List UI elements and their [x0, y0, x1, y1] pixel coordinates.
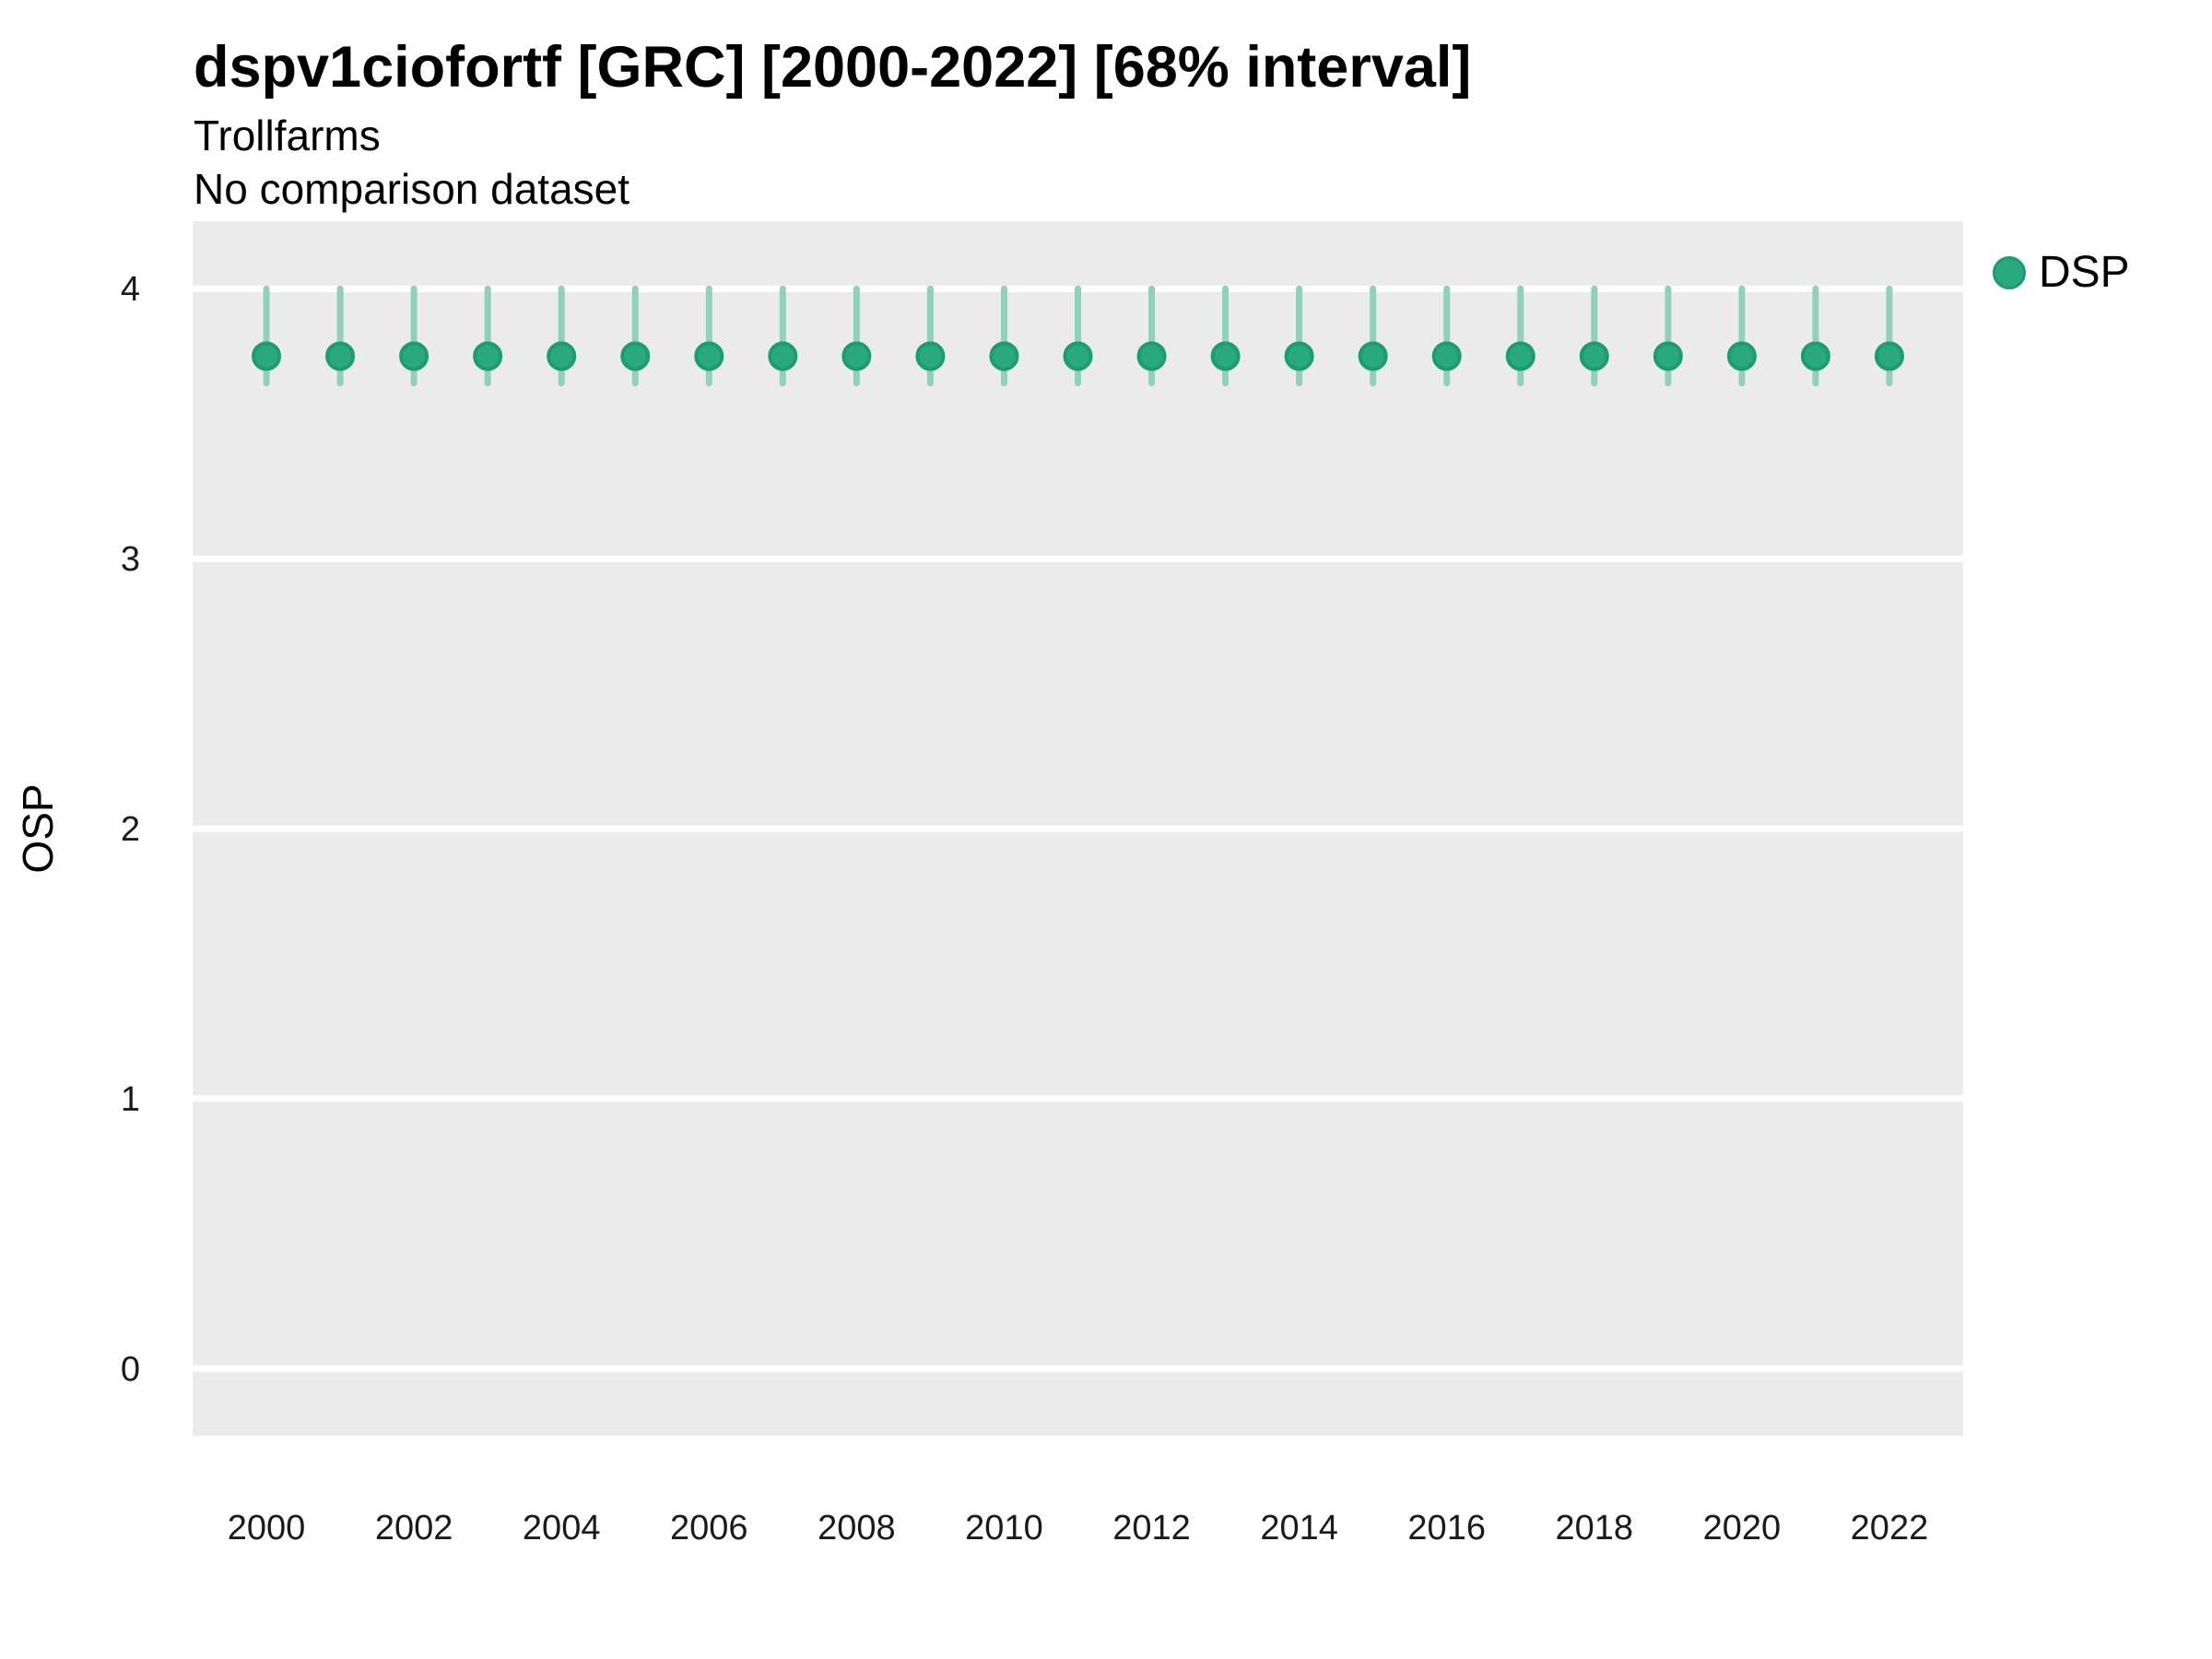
data-point [1136, 341, 1167, 371]
chart-subtitle: Trollfarms [194, 112, 381, 159]
data-point [1358, 341, 1388, 371]
data-point [547, 341, 577, 371]
data-point [841, 341, 872, 371]
data-point [768, 341, 798, 371]
x-tick-label: 2014 [1260, 1509, 1338, 1547]
x-tick-label: 2006 [670, 1509, 748, 1547]
data-point [1063, 341, 1093, 371]
data-point [1800, 341, 1830, 371]
data-point [1431, 341, 1462, 371]
data-point [399, 341, 429, 371]
x-tick-label: 2010 [965, 1509, 1043, 1547]
y-tick-label: 3 [121, 540, 140, 579]
data-point [1726, 341, 1757, 371]
data-point [989, 341, 1019, 371]
x-tick-label: 2022 [1851, 1509, 1929, 1547]
data-point [252, 341, 282, 371]
x-tick-label: 2016 [1407, 1509, 1486, 1547]
data-point [1284, 341, 1314, 371]
chart-title: dspv1ciofortf [GRC] [2000-2022] [68% int… [194, 35, 1472, 100]
x-tick-label: 2012 [1112, 1509, 1191, 1547]
legend-point-icon [1993, 256, 2026, 289]
data-point [915, 341, 946, 371]
x-tick-label: 2000 [228, 1509, 306, 1547]
x-tick-label: 2018 [1556, 1509, 1634, 1547]
y-tick-label: 4 [121, 270, 140, 309]
legend: DSP [1989, 251, 2130, 295]
x-tick-label: 2008 [818, 1509, 896, 1547]
data-point [1210, 341, 1241, 371]
y-tick-label: 0 [121, 1350, 140, 1389]
comparison-note: No comparison dataset [194, 165, 630, 213]
y-tick-label: 2 [121, 810, 140, 849]
data-point [1874, 341, 1904, 371]
legend-label: DSP [2039, 248, 2130, 297]
data-point [694, 341, 724, 371]
data-point [1579, 341, 1609, 371]
x-tick-label: 2020 [1703, 1509, 1782, 1547]
data-point [473, 341, 503, 371]
x-tick-label: 2002 [375, 1509, 453, 1547]
data-point [620, 341, 651, 371]
data-point [325, 341, 356, 371]
y-tick-label: 1 [121, 1080, 140, 1119]
data-point [1505, 341, 1535, 371]
x-tick-label: 2004 [523, 1509, 601, 1547]
data-point [1653, 341, 1683, 371]
